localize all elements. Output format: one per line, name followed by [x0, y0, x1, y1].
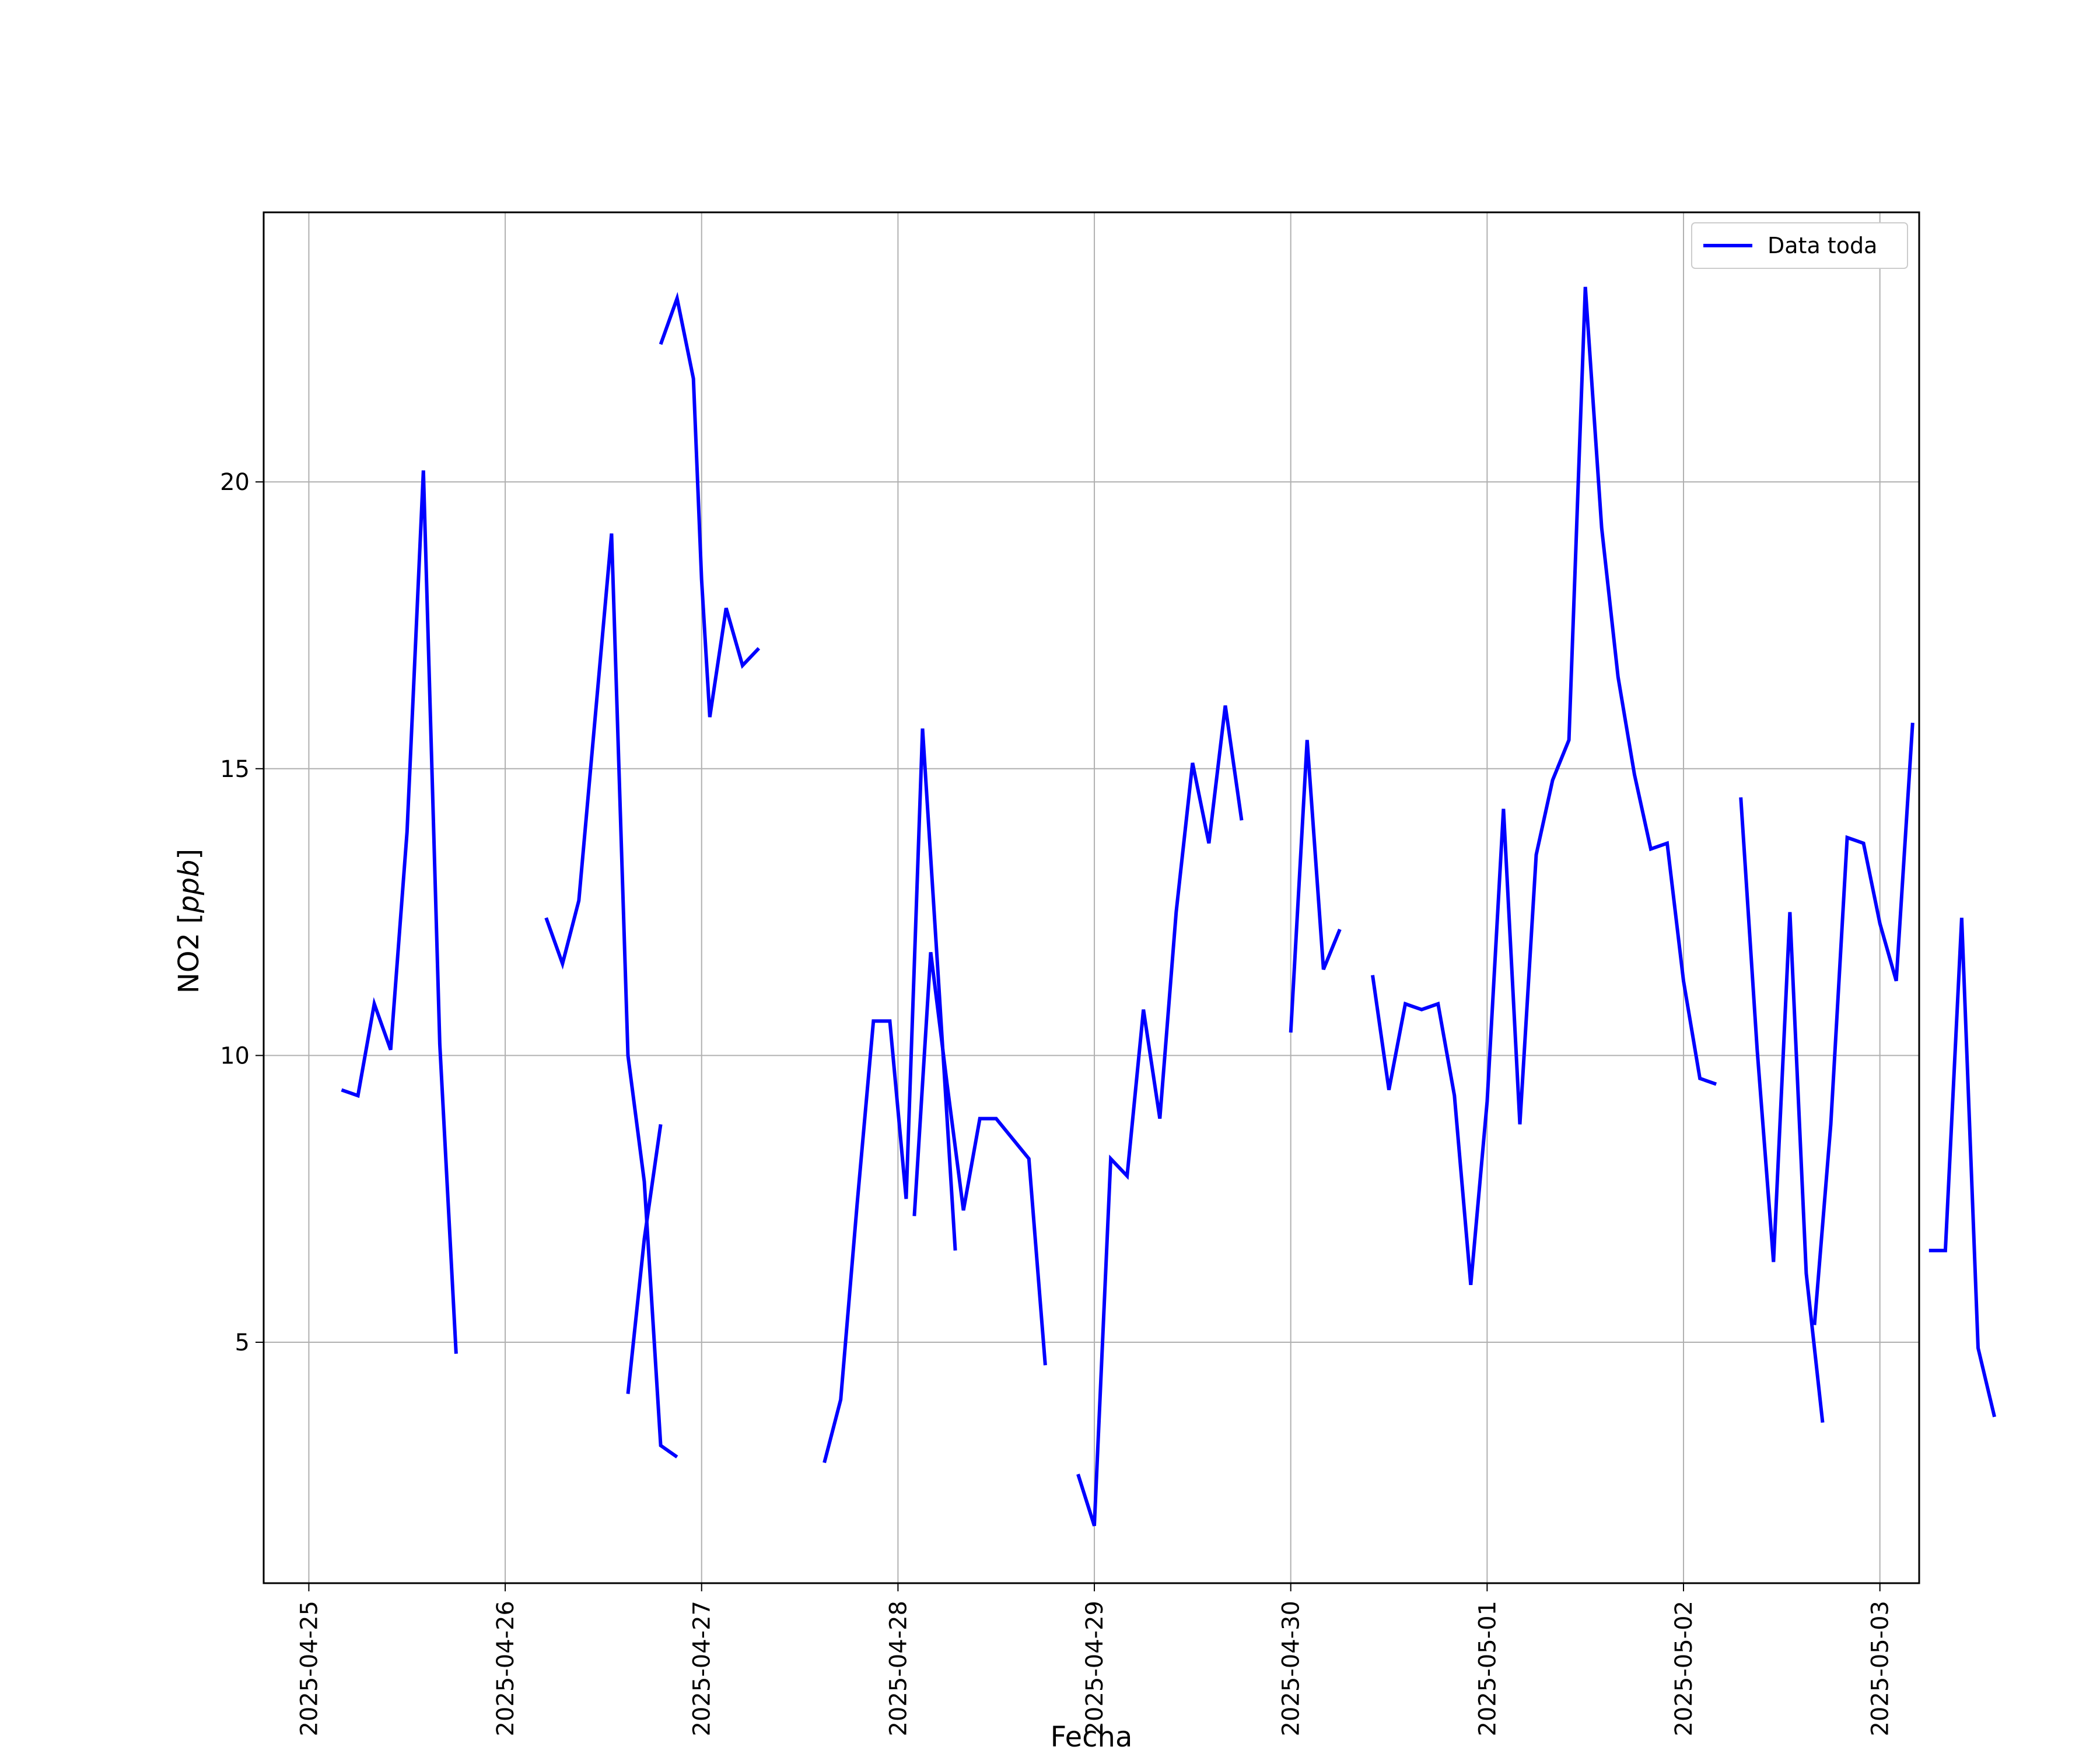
x-tick-label: 2025-05-02 — [1671, 1601, 1698, 1736]
x-tick-label: 2025-04-29 — [1082, 1601, 1108, 1736]
series-line-segment — [1076, 705, 1244, 1527]
series-line-segment — [822, 728, 957, 1464]
y-tick-label: 5 — [235, 1329, 250, 1356]
series-line-segment — [1812, 722, 1915, 1325]
legend-label-data-toda: Data toda — [1768, 233, 1877, 258]
grid — [264, 212, 1919, 1583]
y-axis: 5 10 15 20 — [220, 469, 264, 1356]
series-line-segment — [1289, 740, 1342, 1033]
series-line-segment — [659, 292, 761, 718]
y-tick-label: 20 — [220, 469, 250, 496]
y-tick-label: 15 — [220, 756, 250, 783]
y-axis-label: NO2 [ppb] — [173, 849, 205, 993]
plot-area-frame — [262, 211, 1920, 1584]
series-line-segment — [1929, 918, 1997, 1418]
x-tick-label: 2025-04-26 — [492, 1601, 519, 1736]
x-tick-label: 2025-04-27 — [689, 1601, 716, 1736]
y-axis-label-close: ] — [173, 849, 205, 860]
series-line-segment — [1739, 797, 1825, 1423]
x-tick-label: 2025-04-25 — [296, 1601, 323, 1736]
x-tick-label: 2025-04-28 — [885, 1601, 912, 1736]
x-tick-label: 2025-04-30 — [1278, 1601, 1305, 1736]
x-tick-label: 2025-05-03 — [1867, 1601, 1894, 1736]
legend: Data toda — [1691, 222, 1908, 269]
series-line-segment — [626, 1124, 663, 1394]
series-line-segment — [912, 952, 1047, 1366]
series-line-segment — [1371, 286, 1717, 1285]
series-line-segment — [341, 470, 458, 1354]
x-tick-label: 2025-05-01 — [1474, 1601, 1501, 1736]
series-data-toda — [341, 286, 1997, 1527]
x-axis-label: Fecha — [1051, 1721, 1133, 1750]
y-axis-label-unit: ppb — [173, 860, 205, 914]
y-tick-label: 10 — [220, 1042, 250, 1069]
x-axis: 2025-04-25 2025-04-26 2025-04-27 2025-04-28… — [296, 1583, 1894, 1736]
series-line-segment — [544, 533, 678, 1459]
legend-box — [1691, 222, 1908, 269]
y-axis-label-main: NO2 [ — [173, 913, 205, 993]
